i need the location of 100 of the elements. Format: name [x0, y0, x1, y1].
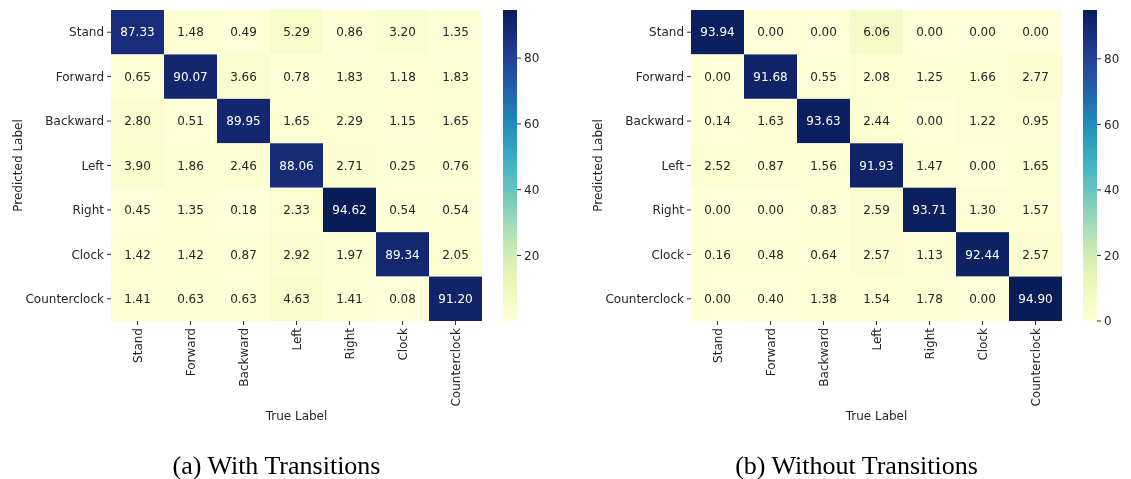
data-label: 1.48 — [177, 25, 204, 40]
data-label: 89.34 — [385, 247, 420, 262]
data-label: 1.83 — [442, 69, 469, 84]
data-label: 1.97 — [336, 247, 363, 262]
data-label: 2.46 — [230, 158, 257, 173]
data-label: 1.22 — [969, 114, 996, 129]
data-label: 0.63 — [177, 291, 204, 306]
x-axis-title: True Label — [844, 409, 908, 423]
data-label: 89.95 — [226, 114, 261, 129]
data-label: 1.57 — [1022, 203, 1049, 218]
data-label: 0.76 — [442, 158, 469, 173]
y-tick-label: Left — [661, 158, 685, 173]
y-tick-label: Backward — [45, 114, 104, 129]
data-label: 0.00 — [1022, 25, 1049, 40]
data-label: 1.42 — [177, 247, 204, 262]
color-bar-label: 80 — [1104, 52, 1120, 67]
data-label: 2.57 — [1022, 247, 1049, 262]
data-label: 0.14 — [704, 114, 731, 129]
data-label: 0.18 — [230, 203, 257, 218]
data-label: 91.68 — [753, 69, 788, 84]
text: (a) With Transitions — [172, 451, 381, 479]
data-label: 0.40 — [757, 291, 784, 306]
y-tick-label: Counterclock — [605, 291, 685, 306]
data-label: 2.77 — [1022, 69, 1049, 84]
x-tick-label: Backward — [236, 328, 251, 387]
data-label: 2.05 — [442, 247, 469, 262]
data-label: 93.63 — [806, 114, 841, 129]
text: (b) Without Transitions — [735, 451, 978, 479]
data-label: 0.00 — [916, 25, 943, 40]
data-label: 1.63 — [757, 114, 784, 129]
data-label: 2.92 — [283, 247, 310, 262]
color-bar-label: 20 — [524, 248, 540, 263]
y-tick-label: Stand — [649, 25, 684, 40]
data-label: 0.00 — [704, 203, 731, 218]
x-tick-label: Left — [289, 327, 304, 351]
data-label: 1.86 — [177, 158, 204, 173]
data-label: 0.83 — [810, 203, 837, 218]
data-label: 0.95 — [1022, 114, 1049, 129]
data-label: 1.78 — [916, 291, 943, 306]
data-label: 0.00 — [969, 158, 996, 173]
data-label: 1.13 — [916, 247, 943, 262]
x-tick-label: Stand — [710, 328, 725, 363]
data-label: 0.00 — [704, 291, 731, 306]
color-bar-label: 20 — [1104, 248, 1120, 263]
data-label: 1.65 — [283, 114, 310, 129]
data-label: 2.52 — [704, 158, 731, 173]
data-label: 91.93 — [859, 158, 894, 173]
x-tick-label: Clock — [395, 327, 410, 361]
data-label: 0.49 — [230, 25, 257, 40]
y-axis-title: Predicted Label — [11, 119, 25, 212]
data-label: 90.07 — [173, 69, 208, 84]
x-tick-label: Stand — [130, 328, 145, 363]
data-label: 0.00 — [757, 203, 784, 218]
data-label: 0.86 — [336, 25, 363, 40]
data-label: 2.57 — [863, 247, 890, 262]
y-tick-label: Backward — [625, 114, 684, 129]
x-axis-title: True Label — [264, 409, 328, 423]
x-tick-label: Forward — [183, 328, 198, 377]
data-label: 1.18 — [389, 69, 416, 84]
data-label: 1.38 — [810, 291, 837, 306]
data-label: 0.48 — [757, 247, 784, 262]
data-label: 0.78 — [283, 69, 310, 84]
data-label: 0.00 — [969, 25, 996, 40]
color-bar-label: 60 — [1104, 117, 1120, 132]
y-tick-label: Counterclock — [25, 291, 105, 306]
color-bar-label: 40 — [524, 182, 540, 197]
data-label: 4.63 — [283, 291, 310, 306]
data-label: 0.00 — [757, 25, 784, 40]
data-label: 92.44 — [965, 247, 1000, 262]
y-tick-label: Right — [72, 203, 105, 218]
data-label: 0.00 — [810, 25, 837, 40]
x-tick-label: Right — [342, 327, 357, 360]
data-label: 0.63 — [230, 291, 257, 306]
data-label: 0.51 — [177, 114, 204, 129]
data-label: 1.42 — [124, 247, 151, 262]
data-label: 3.90 — [124, 158, 151, 173]
data-label: 3.20 — [389, 25, 416, 40]
data-label: 0.65 — [124, 69, 151, 84]
color-bar-label: 60 — [524, 117, 540, 132]
data-label: 1.30 — [969, 203, 996, 218]
x-tick-label: Forward — [763, 328, 778, 377]
data-label: 6.06 — [863, 25, 890, 40]
y-tick-label: Left — [81, 158, 105, 173]
data-label: 1.35 — [177, 203, 204, 218]
data-label: 0.55 — [810, 69, 837, 84]
data-label: 0.45 — [124, 203, 151, 218]
x-tick-label: Right — [922, 327, 937, 360]
data-label: 93.94 — [700, 25, 735, 40]
data-label: 2.80 — [124, 114, 151, 129]
data-label: 5.29 — [283, 25, 310, 40]
data-label: 1.83 — [336, 69, 363, 84]
data-label: 0.00 — [916, 114, 943, 129]
data-label: 0.54 — [389, 203, 416, 218]
data-label: 0.08 — [389, 291, 416, 306]
data-label: 93.71 — [912, 203, 947, 218]
data-label: 0.25 — [389, 158, 416, 173]
data-label: 1.41 — [124, 291, 151, 306]
data-label: 2.71 — [336, 158, 363, 173]
data-label: 0.64 — [810, 247, 837, 262]
data-label: 94.90 — [1018, 291, 1053, 306]
